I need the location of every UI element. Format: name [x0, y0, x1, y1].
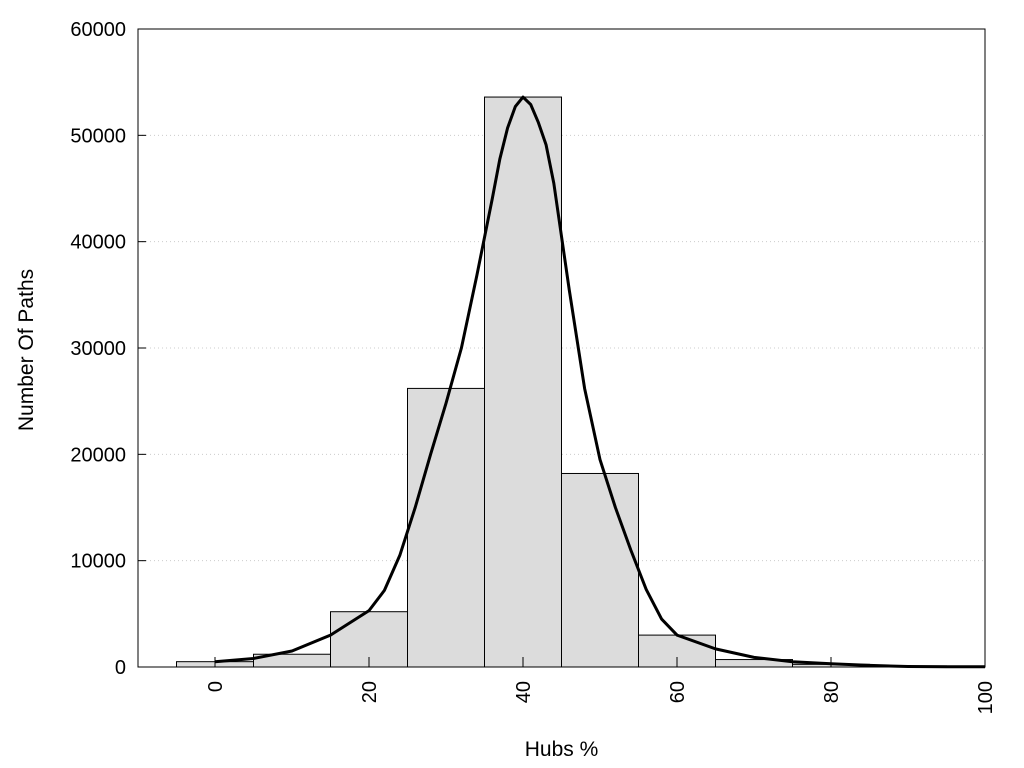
- density-curve: [214, 95, 985, 669]
- histogram-bar: [561, 472, 639, 668]
- y-axis-title: Number Of Paths: [15, 269, 38, 431]
- x-axis-ticks: 0 20 40 60 80 100: [205, 657, 997, 714]
- x-tick-label: 0: [205, 681, 227, 692]
- histogram-bar: [484, 96, 562, 668]
- histogram-bars: [176, 96, 947, 668]
- x-tick-label: 40: [513, 681, 535, 703]
- y-tick-label: 0: [115, 657, 126, 679]
- histogram-bar: [407, 387, 485, 668]
- x-tick-label: 60: [667, 681, 689, 703]
- y-tick-label: 10000: [70, 551, 126, 573]
- y-tick-label: 20000: [70, 444, 126, 466]
- x-tick-label: 20: [359, 681, 381, 703]
- x-tick-label: 100: [975, 681, 997, 714]
- y-tick-label: 30000: [70, 338, 126, 360]
- x-axis-title: Hubs %: [525, 738, 599, 761]
- y-axis-ticks: 0 10000 20000 30000 40000 50000 60000: [70, 19, 146, 679]
- y-tick-label: 50000: [70, 125, 126, 147]
- x-tick-label: 80: [821, 681, 843, 703]
- y-tick-label: 40000: [70, 232, 126, 254]
- y-tick-label: 60000: [70, 19, 126, 41]
- density-curve-line: [214, 95, 985, 669]
